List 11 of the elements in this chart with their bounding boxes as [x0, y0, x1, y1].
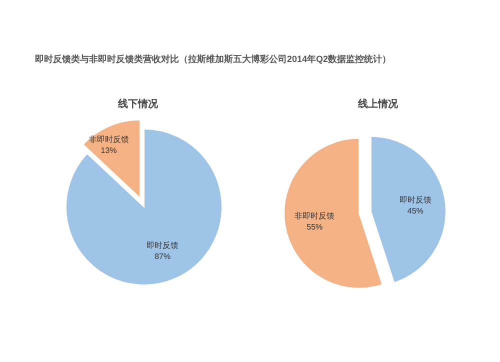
- slice-label: 非即时反馈: [88, 135, 129, 144]
- data-label: 55%: [306, 222, 323, 232]
- data-label: 45%: [407, 206, 424, 216]
- data-label: 13%: [100, 146, 117, 156]
- slice-label: 即时反馈: [399, 195, 432, 204]
- data-label: 87%: [154, 252, 171, 261]
- text: 即时反馈类与非即时反馈类营收对比（拉斯维加斯五大博彩公司2014年Q2数据监控统计）: [35, 54, 392, 64]
- chart-title: 线下情况: [117, 98, 159, 110]
- slice-label: 非即时反馈: [294, 211, 335, 220]
- chart-title: 线上情况: [357, 98, 399, 110]
- slice-label: 即时反馈: [146, 240, 179, 250]
